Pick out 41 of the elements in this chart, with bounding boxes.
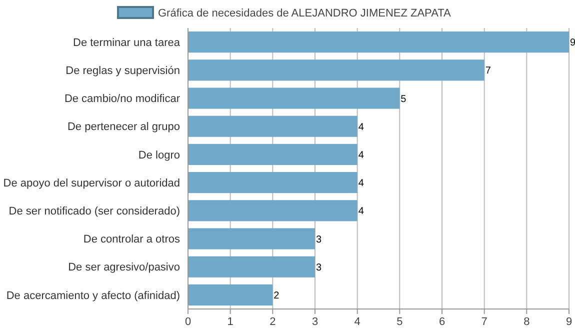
x-tick-label: 3	[312, 316, 318, 328]
legend-label: Gráfica de necesidades de ALEJANDRO JIMENEZ ZAPATA	[158, 7, 452, 20]
bar	[188, 144, 358, 165]
bar	[188, 228, 315, 250]
data-label: 3	[316, 262, 322, 274]
data-label: 4	[358, 206, 364, 218]
data-label: 7	[485, 66, 492, 77]
data-label: 2	[274, 290, 280, 302]
bar	[188, 172, 358, 194]
data-label: 4	[358, 150, 364, 161]
data-label: 9	[570, 38, 575, 49]
x-tick-label: 4	[354, 316, 360, 328]
y-tick-label: De terminar una tarea	[73, 36, 181, 49]
y-tick-label: De logro	[138, 149, 180, 162]
x-tick-label: 0	[184, 316, 192, 328]
y-tick-label: De apoyo del supervisor o autoridad	[3, 177, 180, 190]
y-tick-label: De acercamiento y afecto (afinidad)	[6, 290, 180, 302]
x-tick-label: 7	[481, 316, 488, 328]
y-tick-label: De ser agresivo/pasivo	[68, 262, 180, 274]
bar	[188, 88, 400, 109]
x-tick-label: 8	[524, 316, 530, 328]
bar	[188, 116, 358, 137]
x-tick-label: 2	[270, 316, 276, 328]
bar	[188, 200, 358, 222]
bar	[188, 60, 484, 81]
data-label: 4	[358, 178, 364, 190]
x-tick-label: 9	[566, 316, 572, 328]
y-tick-label: De reglas y supervisión	[66, 65, 180, 77]
y-tick-label: De cambio/no modificar	[64, 93, 180, 106]
data-label: 4	[358, 122, 364, 133]
y-tick-label: De controlar a otros	[83, 234, 180, 246]
bar	[188, 256, 315, 278]
data-label: 3	[316, 234, 322, 246]
data-label: 5	[400, 94, 407, 105]
x-tick-label: 6	[438, 316, 446, 328]
bar	[188, 32, 569, 53]
y-tick-label: De ser notificado (ser considerado)	[8, 206, 180, 218]
bar	[188, 284, 273, 306]
x-tick-label: 5	[396, 316, 403, 328]
y-tick-label: De pertenecer al grupo	[67, 121, 180, 134]
x-tick-label: 1	[227, 316, 234, 328]
